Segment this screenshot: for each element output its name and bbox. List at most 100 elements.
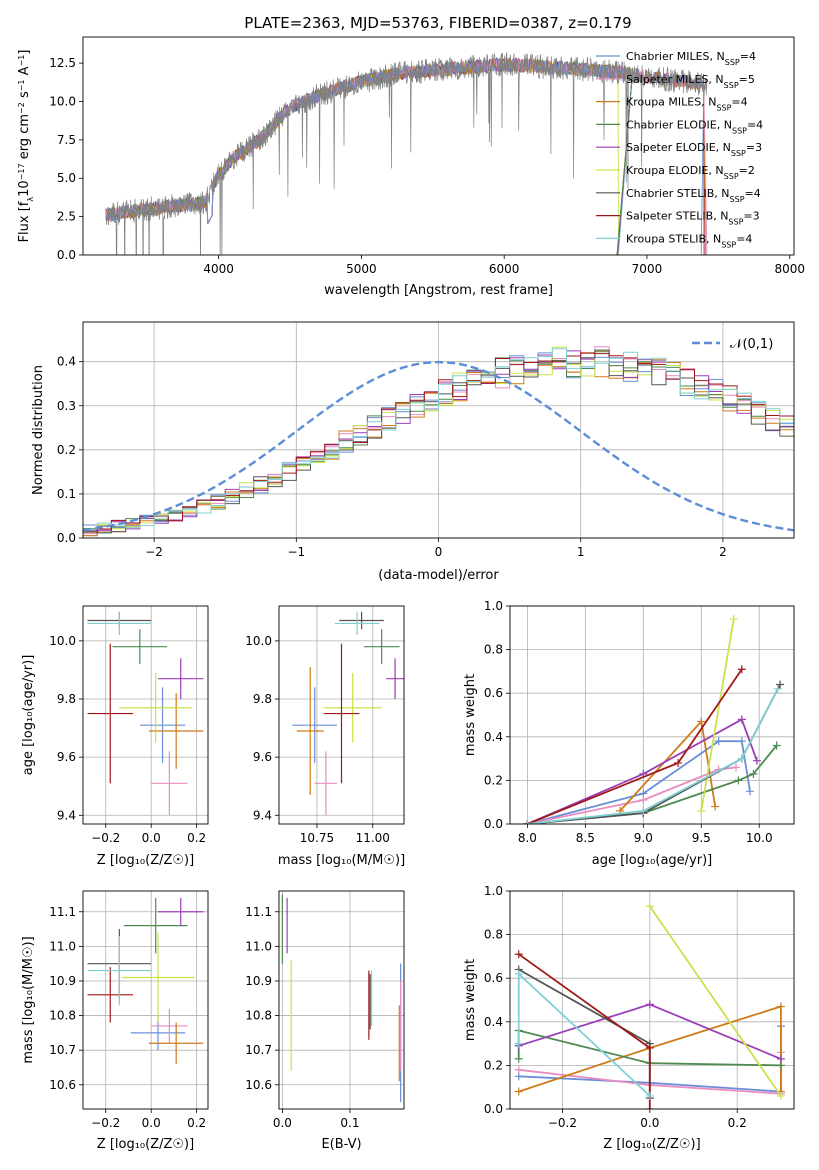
x-tick-label: 10.0 (746, 831, 773, 845)
plot-area (514, 902, 785, 1109)
mass-weight-marker (737, 665, 746, 674)
residual-histogram-step (83, 346, 794, 530)
figure-title: PLATE=2363, MJD=53763, FIBERID=0387, z=0… (244, 14, 631, 32)
x-tick-label: 0.2 (187, 831, 206, 845)
legend-label: Kroupa ELODIE, NSSP=2 (626, 164, 755, 181)
spectrum-legend: Chabrier MILES, NSSP=4 Salpeter MILES, NS… (596, 50, 763, 249)
legend-label: Kroupa STELIB, NSSP=4 (626, 232, 752, 249)
model-spectrum-line (105, 56, 705, 255)
x-tick-label: 0.0 (142, 831, 161, 845)
x-axis-label: (data-model)/error (378, 568, 499, 583)
y-tick-label: 0.2 (57, 443, 76, 457)
y-tick-label: 10.0 (49, 94, 76, 108)
x-tick-label: −0.2 (91, 831, 120, 845)
y-tick-label: 11.0 (245, 939, 272, 953)
metallicity-massweight-panel: −0.2 0.0 0.2 0.0 0.2 0.4 0.6 0.8 1.0 Z [log₁₀(Z/Z… (463, 884, 795, 1152)
plot-area (87, 897, 204, 1065)
normal-distribution-curve (83, 360, 794, 532)
x-tick-label: 4000 (203, 262, 234, 276)
x-tick-label: 0.2 (187, 1116, 206, 1130)
y-tick-label: 9.6 (253, 750, 272, 764)
x-tick-label: 5000 (346, 262, 377, 276)
mass-weight-line (518, 1005, 782, 1093)
legend-label: Kroupa MILES, NSSP=4 (626, 96, 748, 113)
x-axis-label: age [log₁₀(age/yr)] (592, 853, 713, 868)
residual-histogram-step (83, 350, 794, 532)
mass-weight-line (527, 688, 779, 824)
y-axis-label: Flux [fλ10−17 erg cm−2 s−1 A−1] (17, 50, 35, 243)
x-tick-label: 0.2 (728, 1116, 747, 1130)
y-tick-label: 9.4 (57, 808, 76, 822)
y-tick-label: 10.6 (245, 1078, 272, 1092)
y-tick-label: 11.1 (49, 905, 76, 919)
model-spectrum-line (105, 57, 705, 255)
x-axis-label: mass [log₁₀(M/M☉)] (278, 853, 405, 868)
x-tick-label: 0 (435, 545, 443, 559)
mass-weight-marker (772, 741, 781, 750)
mass-weight-marker (514, 950, 523, 959)
y-tick-label: 0.0 (484, 817, 503, 831)
spectrum-panel: 4000 5000 6000 7000 8000 0.0 2.5 5.0 7.5 10.0 12.5… (17, 36, 805, 298)
mass-age-panel: 10.75 11.00 9.4 9.6 9.8 10.0 mass [log₁₀(M/M☉)… (245, 605, 405, 868)
y-tick-label: 10.0 (49, 634, 76, 648)
y-tick-label: 0.2 (484, 1058, 503, 1072)
y-tick-label: 0.0 (57, 248, 76, 262)
y-tick-label: 0.3 (57, 399, 76, 413)
x-tick-label: 10.75 (300, 831, 334, 845)
x-tick-label: 6000 (489, 262, 520, 276)
plot-area (523, 615, 785, 824)
axes-frame (82, 321, 795, 539)
mass-weight-line (527, 684, 781, 824)
y-tick-label: 0.8 (484, 928, 503, 942)
model-spectrum-line (105, 57, 706, 255)
x-axis-label: wavelength [Angstrom, rest frame] (324, 283, 553, 298)
mass-weight-marker (697, 806, 706, 815)
residual-histogram-step (83, 348, 794, 530)
y-tick-label: 9.4 (253, 808, 272, 822)
y-tick-label: 2.5 (57, 210, 76, 224)
mass-weight-marker (737, 715, 746, 724)
mass-weight-marker (639, 806, 648, 815)
plot-area (87, 611, 204, 816)
legend-label: Chabrier MILES, NSSP=4 (626, 50, 756, 67)
mass-weight-marker (645, 1105, 654, 1109)
legend-label: Salpeter MILES, NSSP=5 (626, 73, 755, 90)
x-tick-label: 8000 (774, 262, 805, 276)
x-tick-label: 11.00 (356, 831, 390, 845)
x-tick-label: 0.0 (273, 1116, 292, 1130)
mass-weight-marker (776, 1054, 785, 1063)
mass-weight-marker (645, 1043, 654, 1052)
axes-frame (509, 890, 795, 1110)
y-tick-label: 10.0 (245, 634, 272, 648)
x-axis-label: E(B-V) (321, 1137, 361, 1152)
mass-weight-marker (514, 1054, 523, 1063)
y-tick-label: 11.1 (245, 905, 272, 919)
mass-weight-marker (752, 756, 761, 765)
y-tick-label: 10.9 (49, 974, 76, 988)
plot-area (281, 894, 402, 1103)
y-tick-label: 0.4 (484, 730, 503, 744)
mass-weight-marker (514, 1087, 523, 1096)
mass-weight-marker (776, 1002, 785, 1011)
x-tick-label: −0.2 (548, 1116, 577, 1130)
x-tick-label: 8.5 (576, 831, 595, 845)
axes-frame (82, 605, 209, 825)
mass-weight-marker (714, 737, 723, 746)
legend-label: Salpeter STELIB, NSSP=3 (626, 210, 760, 227)
mass-weight-marker (697, 717, 706, 726)
y-tick-label: 1.0 (484, 599, 503, 613)
mass-weight-line (527, 744, 778, 824)
mass-weight-marker (645, 1000, 654, 1009)
x-tick-label: 2 (719, 545, 727, 559)
residual-histogram-step (83, 352, 794, 534)
observed-spectrum-line (105, 52, 708, 255)
x-axis-label: Z [log₁₀(Z/Z☉)] (97, 853, 194, 868)
y-tick-label: 10.6 (49, 1078, 76, 1092)
y-tick-label: 0.4 (484, 1015, 503, 1029)
y-axis-label: mass weight (463, 674, 478, 756)
mass-weight-marker (674, 758, 683, 767)
model-spectrum-line (105, 58, 619, 255)
mass-weight-line (700, 618, 735, 812)
mass-weight-marker (749, 769, 758, 778)
